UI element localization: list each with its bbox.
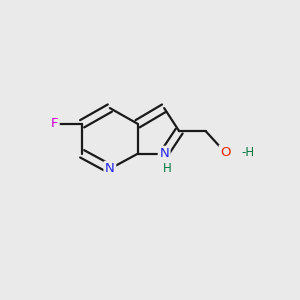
- Text: F: F: [51, 117, 58, 130]
- Text: -H: -H: [242, 146, 255, 159]
- Text: O: O: [220, 146, 231, 159]
- Text: H: H: [163, 162, 172, 175]
- Text: N: N: [105, 162, 115, 175]
- Text: N: N: [159, 147, 169, 160]
